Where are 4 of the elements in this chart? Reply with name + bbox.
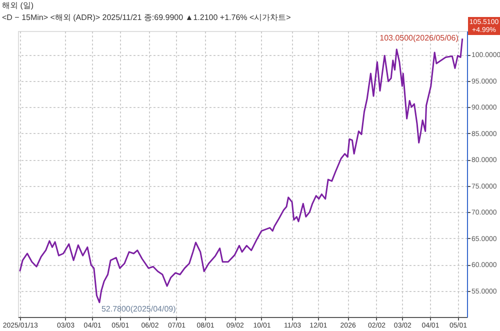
annotation: 52.7800(2025/04/09) bbox=[101, 304, 176, 314]
chart-subtitle: <D − 15Min> <해외 (ADR)> 2025/11/21 종:69.9900 ▲1.2100 +1.76% <시가차트> bbox=[2, 13, 292, 22]
annotation: 103.0500(2026/05/06) bbox=[380, 34, 459, 43]
chart-title: 해외 (일) bbox=[2, 1, 34, 10]
